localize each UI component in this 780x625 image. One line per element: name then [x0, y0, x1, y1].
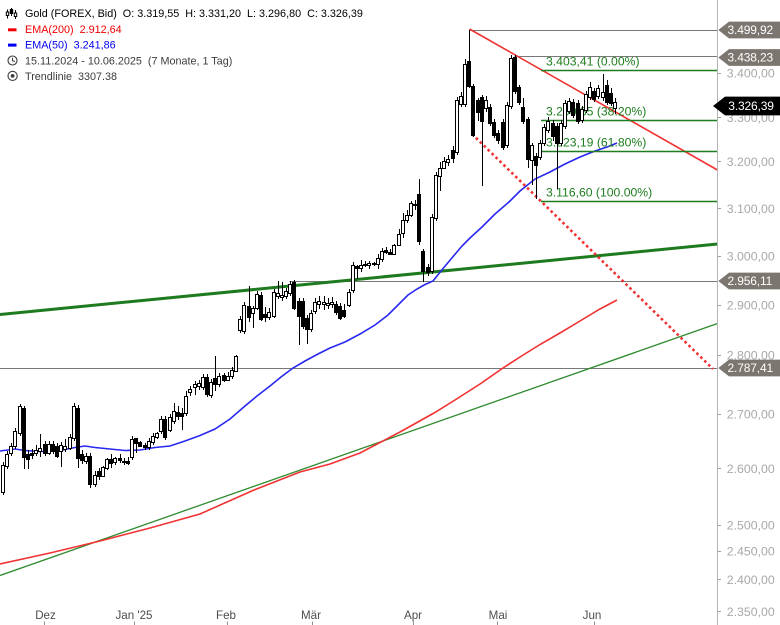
svg-text:2.500,00: 2.500,00: [727, 518, 775, 532]
svg-text:3.400,00: 3.400,00: [727, 66, 775, 80]
svg-text:3.403,41 (0.00%): 3.403,41 (0.00%): [546, 55, 640, 69]
svg-text:3.200,00: 3.200,00: [727, 155, 775, 169]
svg-text:2.787,41: 2.787,41: [728, 361, 774, 375]
svg-text:Feb: Feb: [216, 609, 236, 622]
svg-text:Dez: Dez: [35, 609, 56, 622]
svg-text:Apr: Apr: [404, 609, 422, 622]
svg-text:2.900,00: 2.900,00: [727, 298, 775, 312]
svg-text:EMA(50) 3.241,86: EMA(50) 3.241,86: [25, 40, 116, 52]
svg-text:Jan '25: Jan '25: [115, 609, 152, 622]
svg-text:3.000,00: 3.000,00: [727, 249, 775, 263]
svg-text:2.450,00: 2.450,00: [727, 544, 775, 558]
svg-text:Jun: Jun: [583, 609, 602, 622]
svg-text:2.700,00: 2.700,00: [727, 407, 775, 421]
svg-text:EMA(200) 2.912,64: EMA(200) 2.912,64: [25, 24, 122, 36]
svg-text:3.326,39: 3.326,39: [728, 99, 774, 113]
svg-text:2.350,00: 2.350,00: [727, 605, 775, 619]
svg-text:2.600,00: 2.600,00: [727, 462, 775, 476]
svg-text:Mär: Mär: [301, 609, 321, 622]
svg-text:2.956,11: 2.956,11: [728, 274, 773, 288]
svg-text:3.223,19 (61.80%): 3.223,19 (61.80%): [546, 136, 646, 150]
svg-text:2.400,00: 2.400,00: [727, 573, 775, 587]
svg-text:3.116,60 (100.00%): 3.116,60 (100.00%): [546, 186, 652, 200]
svg-text:3.499,92: 3.499,92: [728, 23, 774, 37]
svg-text:Gold (FOREX, Bid) O: 3.319,55: Gold (FOREX, Bid) O: 3.319,55 H: 3.331,2…: [25, 8, 363, 20]
svg-text:3.438,23: 3.438,23: [728, 51, 774, 65]
svg-text:3.290,85 (38.20%): 3.290,85 (38.20%): [546, 105, 646, 119]
svg-text:15.11.2024 - 10.06.2025 (7 Mo: 15.11.2024 - 10.06.2025 (7 Monate, 1 Tag…: [25, 55, 232, 67]
svg-text:3.100,00: 3.100,00: [727, 202, 775, 216]
svg-text:2.800,00: 2.800,00: [727, 348, 775, 362]
svg-text:Mai: Mai: [489, 609, 508, 622]
svg-text:Trendlinie 3307.38: Trendlinie 3307.38: [25, 71, 117, 83]
